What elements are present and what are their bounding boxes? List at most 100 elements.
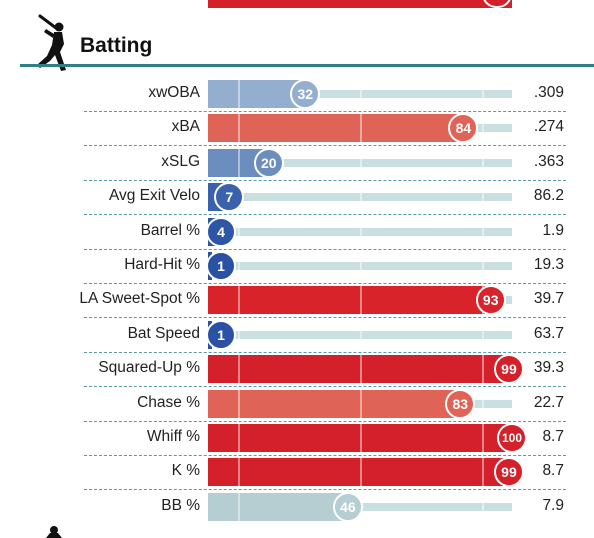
reference-line: [238, 80, 241, 108]
percentile-bar: [208, 286, 491, 315]
reference-line: [238, 458, 241, 487]
percentile-track: [208, 193, 512, 202]
percentile-bar: [208, 424, 512, 452]
reference-line: [360, 252, 362, 280]
header-rule: [20, 64, 594, 67]
reference-line: [360, 183, 362, 212]
row-label: xwOBA: [148, 84, 200, 101]
percentile-circle: 1: [206, 251, 236, 281]
row-divider: [84, 145, 566, 147]
percentile-track: [208, 227, 512, 236]
reference-line: [238, 389, 241, 418]
row-label: Hard-Hit %: [124, 256, 200, 273]
reference-line: [481, 183, 484, 212]
reference-line: [238, 217, 241, 246]
reference-line: [481, 252, 484, 280]
reference-line: [360, 286, 362, 315]
percentile-circle: 20: [253, 147, 284, 178]
row-label: BB %: [161, 496, 200, 514]
stat-value: 1.9: [542, 221, 564, 239]
percentile-circle: 46: [332, 491, 363, 522]
percentile-circle: 99: [493, 457, 524, 488]
reference-line: [360, 389, 362, 418]
percentile-track: [208, 158, 512, 167]
reference-line: [360, 320, 362, 349]
reference-line: [360, 458, 362, 487]
row-divider: [84, 489, 566, 491]
stat-value: .363: [533, 152, 564, 170]
section-title: Batting: [80, 34, 153, 57]
stat-value: 8.7: [542, 462, 564, 480]
row-divider: [84, 317, 566, 319]
row-label: Chase %: [137, 393, 200, 411]
reference-line: [481, 217, 484, 246]
reference-line: [481, 148, 484, 177]
row-label: xBA: [171, 118, 200, 136]
fielder-silhouette-icon: [46, 526, 62, 538]
stat-value: 8.7: [542, 428, 564, 445]
stat-value: .274: [533, 118, 564, 136]
reference-line: [360, 114, 362, 143]
percentile-track: [208, 90, 512, 98]
stat-value: 63.7: [533, 324, 564, 342]
row-divider: [84, 214, 566, 216]
row-label: Bat Speed: [127, 324, 200, 342]
reference-line: [481, 114, 484, 143]
reference-line: [481, 389, 484, 418]
stat-value: 39.7: [533, 290, 564, 308]
reference-line: [481, 424, 484, 452]
percentile-circle: 7: [214, 182, 245, 213]
percentile-circle: 100: [497, 423, 527, 453]
row-divider: [84, 420, 566, 422]
percentile-bar: [208, 389, 461, 418]
reference-line: [481, 80, 484, 108]
batter-silhouette-icon: [37, 14, 66, 71]
percentile-circle: 84: [448, 113, 479, 144]
reference-line: [481, 492, 484, 521]
reference-line: [238, 355, 241, 384]
percentile-circle: 99: [493, 354, 524, 385]
reference-line: [360, 424, 362, 452]
stat-value: 86.2: [533, 187, 564, 205]
reference-line: [481, 320, 484, 349]
row-label: LA Sweet-Spot %: [79, 290, 200, 308]
reference-line: [360, 148, 362, 177]
row-divider: [84, 455, 566, 456]
reference-line: [238, 320, 241, 349]
reference-line: [238, 424, 241, 452]
row-divider: [84, 179, 566, 181]
percentile-bar: [208, 355, 509, 384]
row-label: K %: [171, 462, 200, 480]
stat-value: 19.3: [533, 256, 564, 273]
row-divider: [84, 111, 566, 112]
reference-line: [238, 252, 241, 280]
stat-value: 7.9: [542, 496, 564, 514]
percentile-bar: [208, 492, 348, 521]
percentile-circle: 4: [206, 216, 236, 247]
percentile-circle: 1: [206, 319, 236, 350]
stat-value: .309: [533, 84, 564, 101]
reference-line: [238, 148, 241, 177]
reference-line: [360, 355, 362, 384]
row-divider: [84, 248, 566, 250]
percentile-circle: 32: [290, 79, 321, 109]
row-divider: [84, 283, 566, 284]
stat-value: 22.7: [533, 393, 564, 411]
reference-line: [238, 492, 241, 521]
row-divider: [84, 351, 566, 353]
percentile-bar: [208, 114, 464, 143]
row-label: xSLG: [161, 152, 200, 170]
percentile-track: [208, 330, 512, 339]
reference-line: [238, 114, 241, 143]
row-label: Whiff %: [146, 428, 200, 445]
row-label: Avg Exit Velo: [108, 187, 200, 205]
row-label: Squared-Up %: [98, 359, 200, 377]
previous-section-bar: [208, 0, 512, 8]
reference-line: [481, 458, 484, 487]
reference-line: [360, 217, 362, 246]
reference-line: [481, 355, 484, 384]
stat-value: 39.3: [533, 359, 564, 377]
percentile-track: [208, 262, 512, 270]
reference-line: [238, 286, 241, 315]
